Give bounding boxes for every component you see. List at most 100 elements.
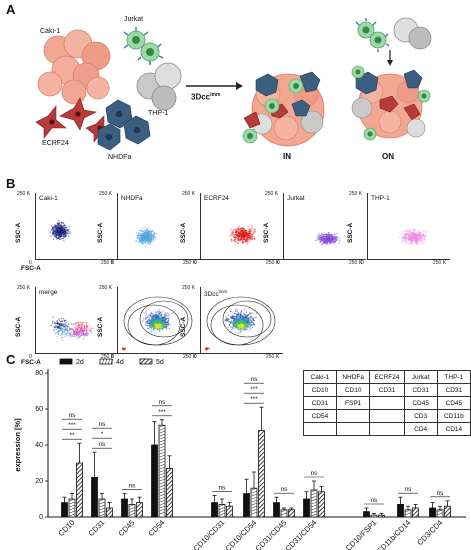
tick-label: 250 K (266, 260, 280, 266)
bar-hatch (311, 489, 317, 493)
flow-plot-ecrf24: ECRF24 (200, 193, 283, 260)
bar-hatch (69, 504, 75, 508)
bar-hatch (99, 507, 105, 511)
bar-hatch (129, 513, 135, 516)
ssc-axis-label: SSC-A (97, 316, 104, 337)
plot-title: THP-1 (371, 195, 390, 202)
on-spheroid (351, 65, 431, 141)
significance-label: ** (69, 432, 75, 439)
bar-hatch (311, 498, 317, 502)
label-on: ON (382, 152, 394, 161)
caki-1-cells (37, 29, 111, 105)
scatter-points (121, 296, 193, 351)
bar-hatch (251, 502, 257, 506)
marker-table: Caki-1 NHDFa ECRF24 Jurkat THP-1 CD10 CD… (303, 370, 471, 436)
bar-hatch (311, 513, 317, 517)
bar-hatch (69, 501, 75, 505)
bar-2d-CD31/CD45 (273, 502, 280, 518)
bar-hatch (159, 490, 165, 494)
tick-label: 0 (194, 354, 197, 360)
flow-plot-merge: merge (35, 287, 118, 354)
significance-label: ns (371, 497, 379, 504)
significance-label: * (101, 431, 104, 438)
bar-hatch (159, 430, 165, 434)
plot-title: NHDFa (121, 195, 143, 202)
significance-label: ns (219, 484, 227, 491)
significance-label: ns (437, 490, 445, 497)
tick-label: 250 K (101, 260, 115, 266)
tick-label: 250 K (17, 285, 31, 291)
bar-hatch (159, 511, 165, 515)
bar-hatch (159, 505, 165, 509)
bar-hatch (159, 472, 165, 476)
x-tick-label: CD31/CD54 (283, 518, 318, 550)
tick-label: 250 K (182, 191, 196, 197)
x-tick-label: CD10/CD54 (223, 518, 258, 550)
bar-hatch (251, 493, 257, 497)
x-tick-label: CD45 (116, 518, 136, 538)
scatter-points (49, 220, 71, 242)
legend-hatch (101, 358, 105, 365)
significance-label: ns (281, 486, 289, 493)
label-nhdfa: NHDFa (108, 154, 132, 161)
marker-table-row: CD4 CD14 (303, 422, 471, 436)
bar-hatch (69, 498, 75, 502)
bar-hatch (159, 499, 165, 503)
significance-label: *** (158, 409, 166, 416)
bar-5d-CD31/CD45 (288, 509, 295, 518)
bar-hatch (251, 499, 257, 503)
significance-label: ns (69, 412, 77, 419)
bar-4d-CD10/CD54 (250, 487, 258, 518)
bar-hatch (159, 475, 165, 479)
panel-letter-c: C (6, 352, 16, 367)
in-spheroid (242, 71, 325, 147)
bar-2d-CD31/CD54 (303, 498, 310, 518)
bar-hatch (159, 478, 165, 482)
bar-hatch (129, 510, 135, 513)
tick-label: 0 (194, 260, 197, 266)
label-ecrf24: ECRF24 (42, 140, 69, 147)
bar-2d-CD10 (61, 502, 68, 518)
y-tick-label: 20 (35, 478, 43, 485)
tick-label: 250 K (349, 260, 363, 266)
bar-hatch (159, 502, 165, 506)
bar-4d-CD10/FSP1 (370, 514, 378, 518)
significance-label: ns (405, 486, 413, 493)
tick-label: 250 K (182, 285, 196, 291)
expression-bar-chart: 0 20 40 60 80 expression [%] CD10 CD31 CD45 CD54 C… (13, 358, 466, 550)
panel-letter-a: A (6, 2, 16, 17)
significance-label: ns (251, 376, 259, 383)
bar-hatch (159, 508, 165, 512)
significance-label: *** (250, 386, 258, 393)
bar-hatch (159, 496, 165, 500)
bar-hatch (159, 424, 165, 428)
label-caki-1: Caki-1 (40, 28, 61, 35)
tick-label: 0 (111, 260, 114, 266)
x-tick-label: CD31/CD45 (253, 518, 288, 550)
bar-2d-CD10/FSP1 (363, 511, 370, 518)
schematic (35, 17, 432, 151)
tick-label: 250 K (183, 260, 197, 266)
legend-swatch-2d (59, 358, 73, 365)
significance-label: *** (68, 422, 76, 429)
bar-hatch (311, 495, 317, 499)
tick-label: 250 K (101, 354, 115, 360)
bar-hatch (159, 484, 165, 488)
ssc-axis-label: SSC-A (15, 222, 22, 243)
scatter-points (397, 228, 428, 246)
bar-5d-CD54 (166, 468, 173, 518)
ssc-axis-label: SSC-A (180, 222, 187, 243)
tick-label: 250 K (265, 191, 279, 197)
bar-5d-CD3/CD4 (444, 505, 451, 518)
bar-hatch (159, 427, 165, 431)
bar-hatch (129, 507, 135, 510)
bar-hatch (159, 439, 165, 443)
flow-plot-thp-1: THP-1 (367, 193, 450, 260)
bar-hatch (159, 442, 165, 446)
legend-swatch-5d (139, 358, 153, 365)
tick-label: 0 (361, 260, 364, 266)
ssc-axis-label: SSC-A (180, 316, 187, 337)
panel-letter-b: B (6, 176, 16, 191)
ssc-axis-label: SSC-A (15, 316, 22, 337)
bar-2d-CD11b/CD14 (397, 503, 404, 518)
